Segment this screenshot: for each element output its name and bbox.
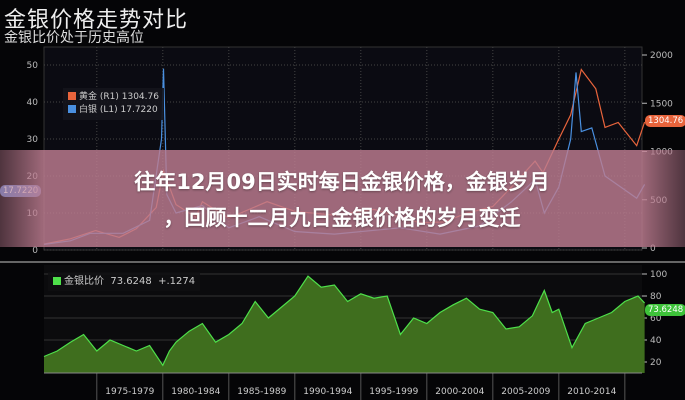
x-tick-label: 1990-1994	[303, 387, 352, 397]
ratio-axis-tick-label: 20	[650, 358, 662, 368]
gold-last-value-label: 1304.76	[645, 115, 685, 127]
ratio-axis-tick-label: 80	[650, 292, 662, 302]
x-tick-label: 2000-2004	[435, 387, 484, 397]
x-tick-label: 1975-1979	[105, 387, 154, 397]
legend-ratio-value: 73.6248	[110, 276, 152, 287]
ratio-area	[44, 276, 645, 373]
overlay-headline-line1: 往年12月09日实时每日金银价格，金银岁月	[134, 170, 550, 194]
legend-silver-name: 白银 (L1)	[79, 105, 118, 115]
x-tick-label: 2010-2014	[567, 387, 616, 397]
right-axis-tick-label: 1500	[650, 99, 673, 109]
legend-silver: 白银 (L1) 17.7220	[68, 104, 159, 117]
left-axis-tick-label: 30	[27, 135, 39, 145]
ratio-legend: 金银比价 73.6248 +.1274	[48, 272, 201, 291]
x-tick-label: 2005-2009	[501, 387, 550, 397]
legend-ratio-name: 金银比价	[64, 276, 104, 287]
left-axis-tick-label: 40	[27, 98, 39, 108]
ratio-line	[43, 275, 646, 367]
right-axis-tick-label: 0	[650, 244, 656, 254]
left-axis-tick-label: 50	[27, 61, 39, 71]
ratio-axis-tick-label: 100	[650, 270, 667, 280]
legend-gold: 黄金 (R1) 1304.76	[68, 91, 159, 104]
overlay-headline-line2: ，回顾十二月九日金银价格的岁月变迁	[163, 206, 521, 230]
ratio-last-value-label: 73.6248	[645, 304, 685, 316]
x-tick-label: 1980-1984	[171, 387, 220, 397]
x-tick-label: 1985-1989	[237, 387, 286, 397]
ratio-axis-tick-label: 60	[650, 314, 662, 324]
top-legend: 黄金 (R1) 1304.76 白银 (L1) 17.7220	[63, 88, 164, 120]
x-tick-label: 1995-1999	[369, 387, 418, 397]
legend-gold-name: 黄金 (R1)	[79, 92, 119, 102]
legend-ratio-change: +.1274	[158, 276, 196, 287]
ratio-swatch-icon	[53, 277, 61, 285]
ratio-axis-tick-label: 40	[650, 336, 662, 346]
silver-swatch-icon	[68, 105, 76, 113]
chart-subtitle: 金银比价处于历史高位	[4, 30, 144, 46]
right-axis-tick-label: 2000	[650, 51, 673, 61]
title-overlay-band	[0, 150, 685, 247]
chart-title: 金银价格走势对比	[4, 8, 189, 33]
legend-silver-value: 17.7220	[120, 105, 158, 115]
gold-swatch-icon	[68, 92, 76, 100]
legend-gold-value: 1304.76	[121, 92, 159, 102]
left-axis-tick-label: 0	[32, 246, 38, 256]
